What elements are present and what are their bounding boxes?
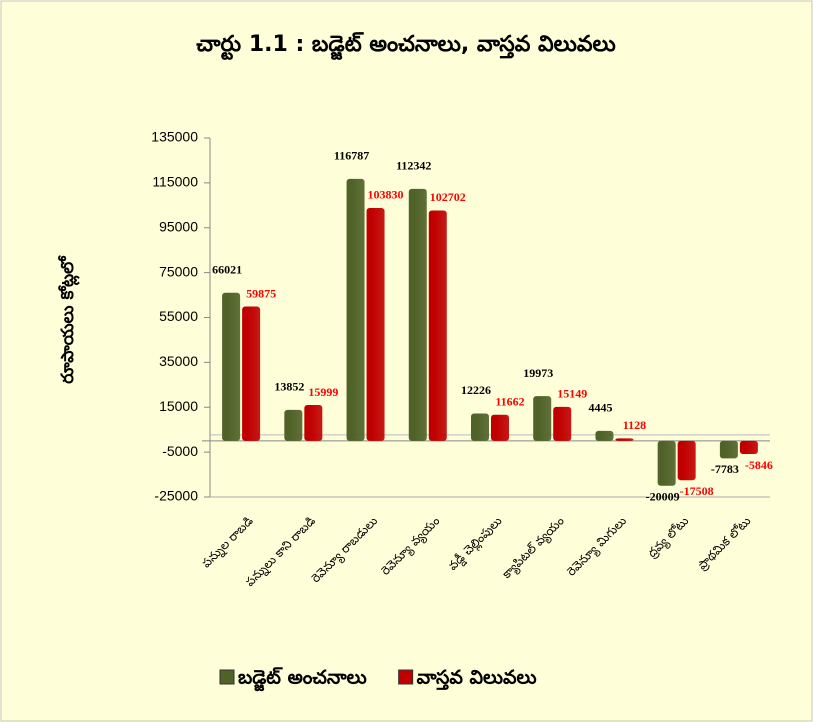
bar <box>657 440 676 486</box>
y-tick-label: 35000 <box>159 353 198 369</box>
legend-swatch <box>219 669 235 685</box>
bar <box>595 430 614 441</box>
data-label: -17508 <box>680 484 714 498</box>
bar <box>284 409 303 441</box>
y-tick-label: 75000 <box>159 263 198 279</box>
bar <box>553 406 572 441</box>
y-tick-label: 55000 <box>159 308 198 324</box>
bar <box>719 440 738 459</box>
data-label: 12226 <box>461 383 491 397</box>
bar <box>242 306 261 441</box>
legend-swatch <box>398 669 414 685</box>
bar <box>739 440 758 455</box>
bar <box>346 178 365 441</box>
bar <box>222 292 241 441</box>
y-tick-label: -25000 <box>154 488 198 504</box>
bar <box>471 413 489 441</box>
y-tick-label: 15000 <box>159 398 198 414</box>
data-label: 1128 <box>623 418 646 432</box>
data-label: -7783 <box>711 462 739 476</box>
data-label: 15999 <box>308 385 338 399</box>
data-label: 112342 <box>396 159 431 173</box>
y-tick-label: 95000 <box>159 218 198 234</box>
bar <box>677 440 696 481</box>
legend-label: బడ్జెట్ అంచనాలు <box>238 667 367 692</box>
data-label: 13852 <box>274 380 304 394</box>
data-label: 103830 <box>368 188 404 202</box>
data-label: 11662 <box>495 394 524 408</box>
bar <box>491 414 509 441</box>
y-tick-label: 115000 <box>152 174 198 190</box>
chart-title: చార్టు 1.1 : బడ్జెట్ అంచనాలు, వాస్తవ విల… <box>196 32 616 60</box>
bar <box>533 396 552 441</box>
bar <box>428 210 447 441</box>
data-label: 19973 <box>523 366 553 380</box>
data-label: 15149 <box>557 387 587 401</box>
y-axis-label: రూపాయలు కోట్లలో <box>58 255 80 384</box>
y-tick-label: -5000 <box>162 443 198 459</box>
bar <box>615 438 634 441</box>
data-label: 116787 <box>334 149 369 163</box>
data-label: 4445 <box>588 401 612 415</box>
bar <box>304 405 323 441</box>
legend-label: వాస్తవ విలువలు <box>417 667 537 691</box>
data-label: -5846 <box>745 458 773 472</box>
data-label: 102702 <box>430 190 466 204</box>
bar <box>408 188 427 441</box>
data-label: 59875 <box>246 286 276 300</box>
bar <box>366 207 385 441</box>
y-tick-label: 135000 <box>151 129 198 145</box>
data-label: -20009 <box>646 490 680 504</box>
data-label: 66021 <box>212 263 242 277</box>
